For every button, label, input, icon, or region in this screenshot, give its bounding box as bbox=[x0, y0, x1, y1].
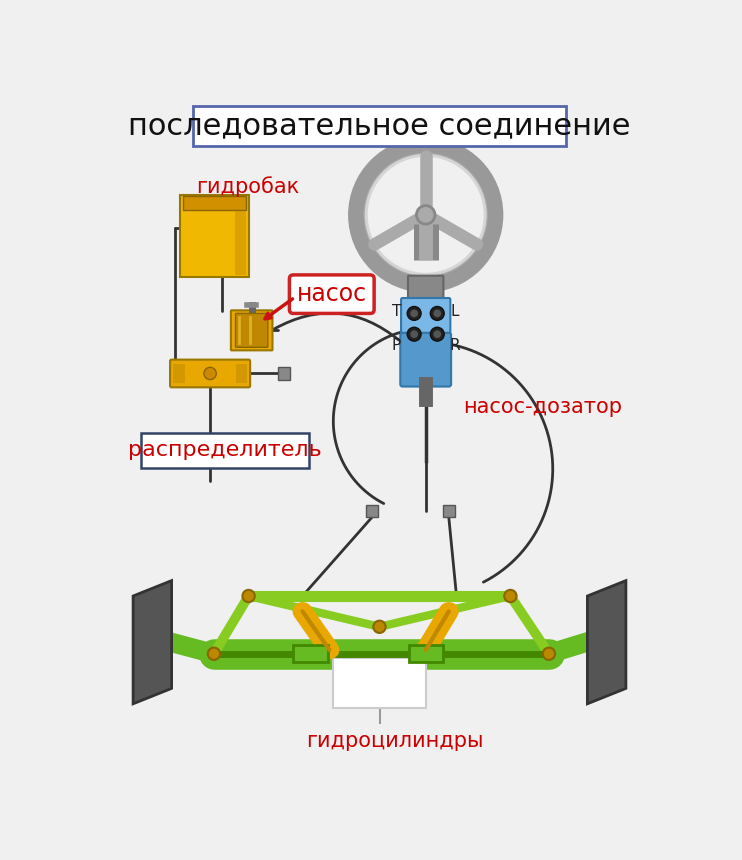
Bar bbox=[183, 196, 246, 210]
Circle shape bbox=[407, 306, 421, 320]
Text: R: R bbox=[450, 338, 460, 353]
Text: L: L bbox=[450, 304, 459, 318]
Polygon shape bbox=[133, 580, 171, 703]
Bar bbox=[234, 211, 246, 275]
Bar bbox=[293, 645, 328, 662]
FancyBboxPatch shape bbox=[235, 313, 268, 347]
Circle shape bbox=[208, 648, 220, 660]
Circle shape bbox=[430, 306, 444, 320]
FancyBboxPatch shape bbox=[408, 276, 444, 300]
Text: гидробак: гидробак bbox=[196, 176, 300, 197]
Bar bbox=[333, 658, 426, 708]
Text: последовательное соединение: последовательное соединение bbox=[128, 111, 631, 140]
Circle shape bbox=[416, 206, 435, 224]
Bar bbox=[366, 505, 378, 518]
Text: T: T bbox=[392, 304, 401, 318]
Circle shape bbox=[243, 590, 255, 602]
Bar bbox=[443, 505, 455, 518]
FancyBboxPatch shape bbox=[400, 333, 451, 386]
Circle shape bbox=[204, 367, 216, 379]
Circle shape bbox=[505, 590, 516, 602]
Bar bbox=[409, 645, 444, 662]
Bar bbox=[235, 365, 247, 383]
FancyBboxPatch shape bbox=[170, 359, 250, 387]
Text: насос-дозатор: насос-дозатор bbox=[463, 397, 622, 417]
Polygon shape bbox=[588, 580, 626, 703]
Bar bbox=[173, 365, 185, 383]
Circle shape bbox=[542, 648, 555, 660]
Text: распределитель: распределитель bbox=[128, 440, 321, 460]
Text: P: P bbox=[392, 338, 401, 353]
Text: гидроцилиндры: гидроцилиндры bbox=[306, 731, 484, 751]
FancyBboxPatch shape bbox=[141, 433, 309, 468]
FancyBboxPatch shape bbox=[180, 195, 249, 277]
Circle shape bbox=[410, 330, 418, 338]
FancyBboxPatch shape bbox=[401, 298, 450, 339]
Circle shape bbox=[430, 328, 444, 341]
FancyBboxPatch shape bbox=[231, 310, 272, 350]
FancyBboxPatch shape bbox=[193, 106, 566, 145]
Circle shape bbox=[407, 328, 421, 341]
Circle shape bbox=[433, 310, 441, 317]
Circle shape bbox=[433, 330, 441, 338]
Bar bbox=[278, 367, 290, 379]
Text: насос: насос bbox=[297, 282, 367, 306]
Circle shape bbox=[373, 621, 386, 633]
Circle shape bbox=[410, 310, 418, 317]
FancyBboxPatch shape bbox=[289, 275, 374, 313]
